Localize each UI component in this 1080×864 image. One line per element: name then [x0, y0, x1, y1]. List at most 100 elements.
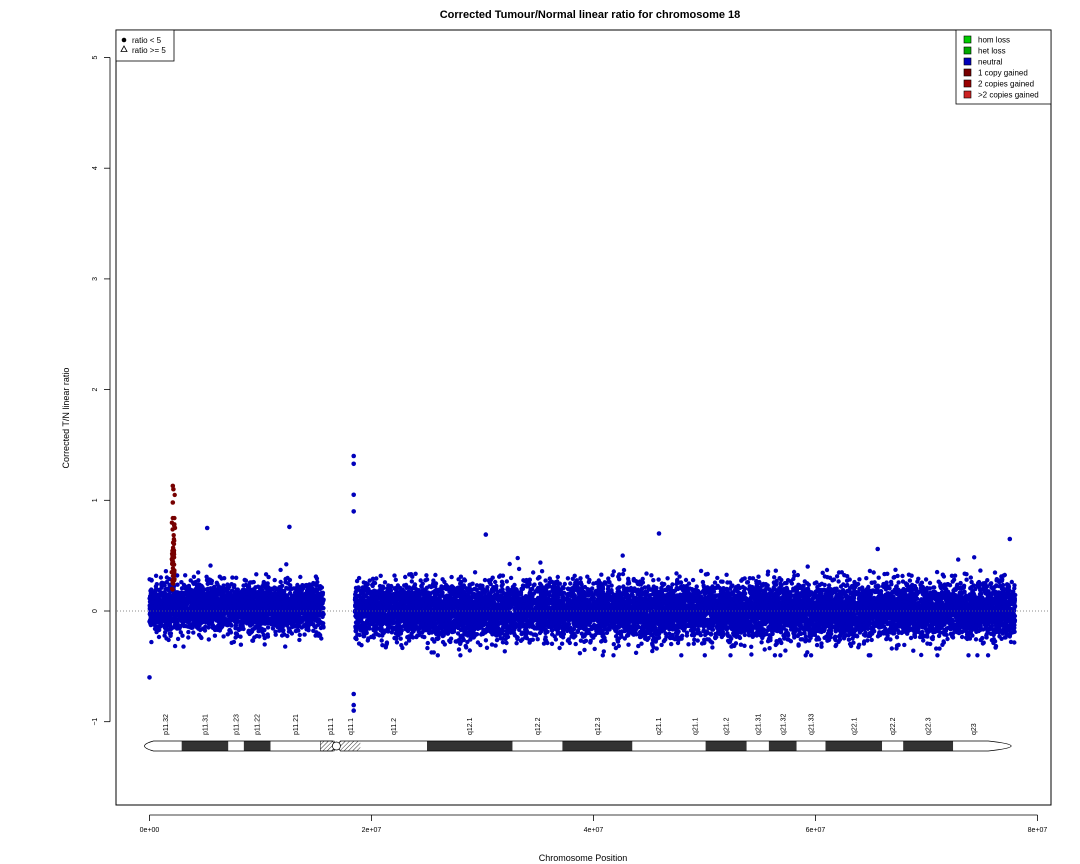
data-point	[773, 568, 778, 573]
data-point	[278, 584, 283, 590]
data-point	[219, 609, 225, 615]
data-point	[253, 624, 258, 630]
data-point	[313, 598, 318, 603]
data-point	[200, 584, 205, 590]
data-point	[302, 602, 308, 608]
data-point	[559, 641, 565, 646]
data-point	[161, 591, 166, 597]
data-point	[415, 633, 420, 638]
data-point	[222, 576, 227, 581]
plot-frame	[115, 29, 1052, 806]
data-point	[223, 622, 228, 627]
data-point	[233, 589, 238, 595]
data-point	[273, 629, 278, 634]
data-point	[161, 597, 166, 602]
data-point	[321, 625, 326, 630]
data-point	[252, 603, 257, 609]
data-point	[268, 590, 273, 595]
series-neutral	[147, 453, 1018, 713]
data-point	[555, 574, 560, 580]
data-point	[256, 606, 261, 611]
data-point	[159, 580, 165, 585]
data-point	[321, 597, 326, 602]
data-point	[206, 606, 211, 611]
data-point	[601, 649, 606, 654]
data-point	[229, 623, 234, 628]
data-point	[972, 555, 977, 560]
data-point	[403, 574, 408, 580]
data-point	[147, 603, 152, 608]
data-point	[215, 616, 221, 621]
data-point	[174, 592, 180, 597]
data-point	[241, 626, 246, 632]
data-point	[218, 604, 224, 609]
data-point	[156, 634, 162, 640]
data-point	[174, 626, 180, 631]
data-point	[281, 605, 286, 610]
data-point	[539, 569, 545, 574]
data-point	[247, 580, 252, 586]
data-point	[230, 597, 235, 602]
data-point	[289, 597, 295, 602]
data-point	[238, 601, 244, 607]
data-point	[286, 609, 292, 614]
data-point	[188, 590, 194, 596]
data-point	[298, 619, 304, 625]
data-point	[212, 584, 217, 589]
data-point	[359, 643, 364, 648]
data-point	[188, 578, 193, 583]
data-point	[154, 586, 159, 592]
data-point	[217, 574, 222, 579]
data-point	[261, 608, 267, 613]
data-point	[147, 577, 152, 582]
data-point	[158, 575, 164, 580]
data-point	[186, 635, 191, 640]
data-point	[257, 612, 263, 617]
data-point	[222, 616, 227, 621]
data-point	[484, 645, 490, 650]
data-point	[600, 653, 605, 658]
data-points	[147, 453, 1018, 713]
data-point	[250, 638, 256, 643]
data-point	[190, 621, 195, 626]
data-point	[265, 634, 271, 639]
data-point	[254, 633, 259, 639]
data-point	[225, 582, 230, 587]
data-point	[242, 577, 247, 583]
data-point	[196, 570, 201, 575]
data-point	[243, 595, 248, 601]
data-point	[255, 599, 261, 604]
data-point	[317, 600, 322, 605]
data-point	[170, 611, 175, 617]
data-point	[265, 625, 271, 630]
data-point	[304, 582, 309, 588]
data-point	[261, 632, 266, 638]
data-point	[212, 633, 218, 638]
data-point	[231, 639, 237, 645]
data-point	[573, 641, 578, 647]
data-point	[156, 607, 161, 613]
data-point	[278, 623, 283, 629]
data-point	[285, 586, 291, 591]
data-point	[251, 617, 256, 623]
data-point	[245, 606, 250, 612]
data-point	[309, 621, 315, 626]
data-point	[312, 613, 318, 619]
data-point	[264, 581, 269, 586]
data-point	[181, 644, 186, 649]
data-point	[281, 600, 287, 605]
data-point	[244, 621, 250, 626]
data-point	[196, 582, 202, 587]
data-point	[783, 648, 788, 653]
data-point	[180, 621, 186, 626]
data-point	[283, 611, 288, 616]
data-point	[181, 582, 187, 588]
data-point	[261, 603, 267, 608]
data-point	[196, 599, 201, 605]
data-point	[243, 617, 248, 622]
data-point	[235, 595, 240, 600]
data-point	[215, 582, 220, 587]
data-point	[163, 569, 169, 574]
data-point	[968, 575, 973, 580]
data-point	[287, 605, 292, 610]
